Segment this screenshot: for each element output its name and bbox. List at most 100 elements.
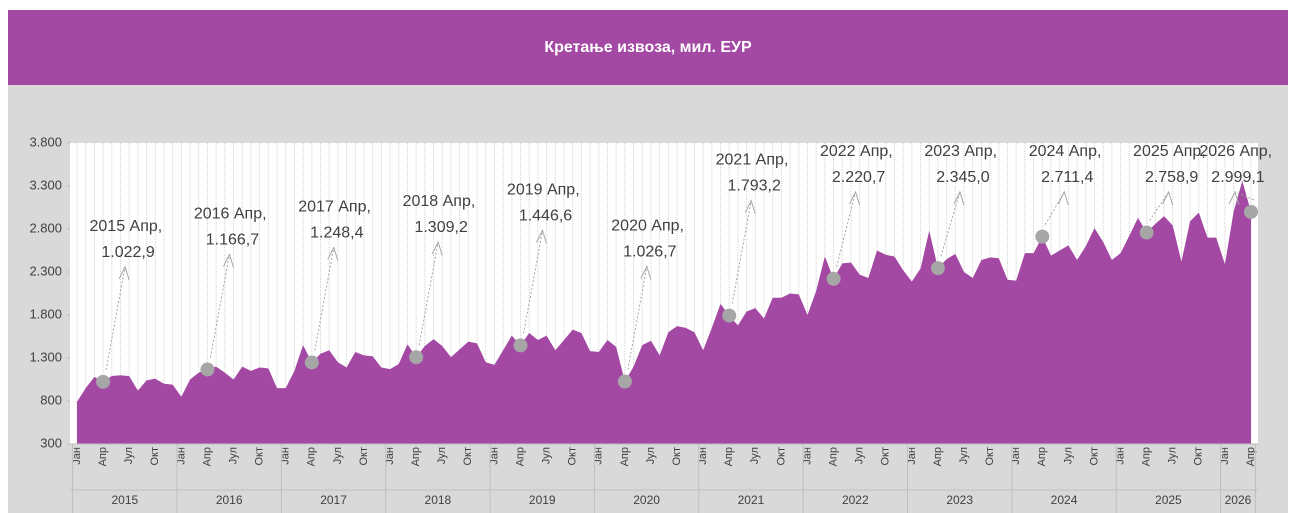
- x-tick-label: Јан: [801, 447, 813, 465]
- data-label: 2025 Апр, 2.758,9: [1133, 143, 1210, 186]
- x-tick-label: Јан: [175, 447, 187, 465]
- callout-arrow: [627, 266, 648, 370]
- y-tick-label: 800: [40, 392, 62, 407]
- data-label: 2016 Апр, 1.166,7: [194, 206, 271, 249]
- callout-arrow: [940, 191, 961, 257]
- x-tick-label: Окт: [462, 447, 474, 466]
- data-point: [1139, 225, 1154, 240]
- data-point: [617, 374, 632, 389]
- chart-title: Кретање извоза, мил. ЕУР: [544, 39, 752, 56]
- x-tick-label: Јул: [749, 447, 761, 464]
- year-label: 2020: [633, 493, 660, 507]
- x-tick-label: Апр: [410, 447, 422, 466]
- x-tick-label: Јан: [384, 447, 396, 465]
- x-tick-label: Јан: [71, 447, 83, 465]
- x-tick-label: Окт: [254, 447, 266, 466]
- data-label: 2026 Апр, 2.999,1: [1199, 143, 1276, 186]
- year-label: 2021: [738, 493, 765, 507]
- year-label: 2015: [111, 493, 138, 507]
- data-point: [200, 362, 215, 377]
- year-label: 2023: [946, 493, 973, 507]
- callout-arrowhead: [744, 199, 756, 214]
- y-tick-label: 1.800: [29, 306, 62, 321]
- callout-arrowhead: [1228, 190, 1240, 206]
- callout-arrow: [105, 266, 126, 370]
- data-label: 2015 Апр, 1.022,9: [90, 218, 167, 261]
- x-tick-label: Окт: [567, 447, 579, 466]
- x-tick-label: Апр: [619, 447, 631, 466]
- x-tick-label: Јул: [1167, 447, 1179, 464]
- data-label: 2017 Апр, 1.248,4: [298, 199, 375, 242]
- callout-arrow: [418, 242, 439, 346]
- x-tick-label: Окт: [358, 447, 370, 466]
- data-label: 2024 Апр, 2.711,4: [1029, 143, 1106, 186]
- x-tick-label: Јан: [697, 447, 709, 465]
- x-tick-label: Окт: [880, 447, 892, 466]
- header: [8, 10, 1288, 85]
- data-point: [513, 338, 528, 353]
- x-tick-label: Апр: [306, 447, 318, 466]
- x-tick-label: Окт: [1193, 447, 1205, 466]
- year-label: 2018: [425, 493, 452, 507]
- callout-arrow: [731, 200, 752, 304]
- x-tick-label: Јул: [1062, 447, 1074, 464]
- x-tick-label: Јан: [280, 447, 292, 465]
- callout-arrowhead: [536, 229, 547, 244]
- x-tick-label: Јан: [488, 447, 500, 465]
- x-tick-label: Апр: [1141, 447, 1153, 466]
- callout-arrow: [836, 191, 857, 267]
- year-label: 2019: [529, 493, 556, 507]
- x-tick-label: Јул: [541, 447, 553, 464]
- data-point: [96, 374, 111, 389]
- y-tick-label: 300: [40, 435, 62, 450]
- x-tick-label: Апр: [827, 447, 839, 466]
- data-label: 2021 Апр, 1.793,2: [716, 152, 793, 195]
- year-label: 2017: [320, 493, 347, 507]
- y-tick-label: 2.800: [29, 220, 62, 235]
- callout-arrow: [314, 247, 335, 351]
- callout-arrowhead: [1057, 190, 1069, 206]
- x-tick-label: Јан: [1010, 447, 1022, 465]
- x-tick-label: Јан: [593, 447, 605, 465]
- x-tick-label: Апр: [932, 447, 944, 466]
- data-point: [1244, 204, 1258, 219]
- x-tick-label: Окт: [1088, 447, 1100, 466]
- x-tick-label: Окт: [149, 447, 161, 466]
- x-tick-label: Јул: [227, 447, 239, 464]
- x-tick-label: Апр: [1245, 447, 1257, 466]
- data-point: [304, 355, 319, 370]
- x-tick-label: Јул: [645, 447, 657, 464]
- area: [77, 180, 1251, 444]
- x-tick-label: Апр: [514, 447, 526, 466]
- y-tick-label: 2.300: [29, 263, 62, 278]
- callout-arrow: [1234, 191, 1255, 201]
- callout-arrowhead: [849, 190, 861, 206]
- x-tick-label: Јан: [1114, 447, 1126, 465]
- year-label: 2016: [216, 493, 243, 507]
- x-tick-label: Апр: [201, 447, 213, 466]
- x-tick-label: Апр: [97, 447, 109, 466]
- data-label: 2022 Апр, 2.220,7: [820, 143, 897, 186]
- y-tick-label: 3.800: [29, 134, 62, 149]
- data-label: 2018 Апр, 1.309,2: [403, 193, 480, 236]
- y-tick-label: 1.300: [29, 349, 62, 364]
- callout-arrowhead: [640, 265, 652, 280]
- callout-arrowhead: [222, 253, 234, 268]
- callout-arrowhead: [953, 190, 965, 206]
- x-tick-label: Јан: [1219, 447, 1231, 465]
- callout-arrowhead: [327, 246, 339, 261]
- callout-arrow: [209, 254, 230, 358]
- callout-arrowhead: [1162, 190, 1174, 206]
- data-label: 2019 Апр, 1.446,6: [507, 182, 584, 225]
- x-tick-label: Јан: [906, 447, 918, 465]
- x-tick-label: Окт: [775, 447, 787, 466]
- data-label: 2023 Апр, 2.345,0: [924, 143, 1001, 186]
- callout-arrow: [1149, 191, 1170, 221]
- x-tick-label: Јул: [958, 447, 970, 464]
- y-tick-label: 3.300: [29, 177, 62, 192]
- year-label: 2022: [842, 493, 869, 507]
- x-tick-label: Јул: [436, 447, 448, 464]
- year-label: 2024: [1051, 493, 1078, 507]
- data-point: [722, 308, 737, 323]
